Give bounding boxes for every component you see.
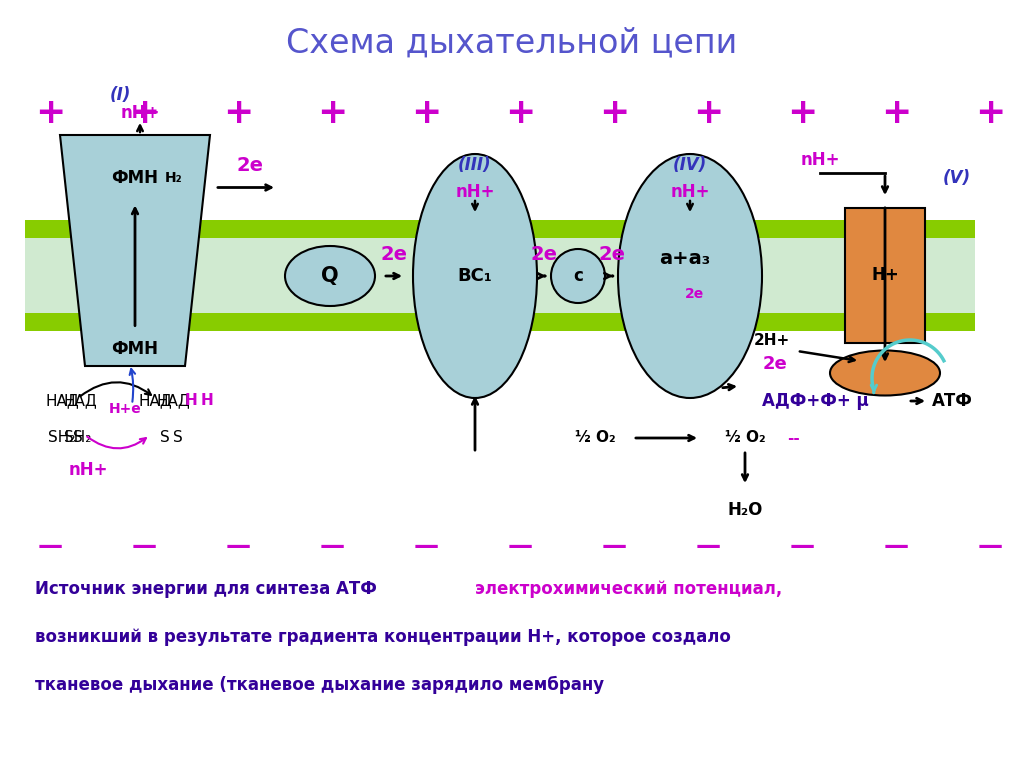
Text: Q: Q	[322, 266, 339, 286]
Text: SН₂: SН₂	[48, 431, 76, 445]
Polygon shape	[60, 135, 210, 366]
Text: +: +	[975, 96, 1006, 130]
Ellipse shape	[285, 246, 375, 306]
Text: —: —	[695, 534, 721, 558]
Text: —: —	[601, 534, 627, 558]
Text: +: +	[316, 96, 347, 130]
Text: (III): (III)	[458, 156, 492, 174]
Text: —: —	[978, 534, 1002, 558]
Text: nH+: nH+	[120, 104, 160, 122]
Text: Н+: Н+	[871, 266, 899, 284]
Text: ½ О₂: ½ О₂	[574, 431, 615, 445]
Text: S: S	[173, 431, 183, 445]
Text: nH+: nH+	[69, 461, 108, 479]
Text: с: с	[573, 267, 583, 285]
Text: —: —	[414, 534, 438, 558]
Text: а+а₃: а+а₃	[659, 249, 711, 267]
Text: +: +	[693, 96, 723, 130]
Text: Источник энергии для синтеза АТФ: Источник энергии для синтеза АТФ	[35, 580, 383, 598]
Text: ФМН: ФМН	[112, 339, 159, 357]
Text: +: +	[129, 96, 159, 130]
Text: Н₂: Н₂	[165, 170, 182, 184]
Text: 2е: 2е	[685, 287, 705, 301]
Text: —: —	[790, 534, 814, 558]
Text: Н: Н	[185, 393, 198, 409]
Text: (V): (V)	[943, 169, 971, 187]
Text: Схема дыхательной цепи: Схема дыхательной цепи	[287, 27, 737, 59]
Text: (I): (I)	[110, 86, 131, 104]
Text: 2е: 2е	[598, 244, 625, 263]
Text: +: +	[223, 96, 253, 130]
Text: S: S	[160, 431, 170, 445]
Text: возникший в результате градиента концентрации Н+, которое создало: возникший в результате градиента концент…	[35, 628, 731, 646]
Text: АДФ+Ф+ μ: АДФ+Ф+ μ	[762, 392, 868, 410]
Text: SН₂: SН₂	[65, 431, 92, 445]
Text: НАД: НАД	[138, 393, 172, 409]
Text: электрохимический потенциал,: электрохимический потенциал,	[475, 580, 782, 598]
Text: nH+: nH+	[800, 151, 840, 169]
Text: Н: Н	[201, 393, 214, 409]
Text: НАД: НАД	[45, 393, 79, 409]
FancyBboxPatch shape	[845, 208, 925, 343]
Text: 2Н+: 2Н+	[754, 333, 791, 349]
Text: +: +	[786, 96, 817, 130]
Text: Н+е: Н+е	[109, 402, 141, 416]
Text: —: —	[131, 534, 157, 558]
FancyBboxPatch shape	[25, 238, 975, 313]
Text: —: —	[38, 534, 62, 558]
Text: тканевое дыхание (тканевое дыхание зарядило мембрану: тканевое дыхание (тканевое дыхание заряд…	[35, 676, 604, 694]
Text: АТФ: АТФ	[932, 392, 973, 410]
Ellipse shape	[618, 154, 762, 398]
Circle shape	[551, 249, 605, 303]
Text: —: —	[884, 534, 908, 558]
Text: —: —	[225, 534, 251, 558]
Text: ½ О₂: ½ О₂	[725, 431, 765, 445]
Text: НАД: НАД	[156, 393, 189, 409]
Text: +: +	[881, 96, 911, 130]
Text: Н₂О: Н₂О	[727, 501, 763, 519]
Ellipse shape	[830, 350, 940, 396]
FancyBboxPatch shape	[25, 220, 975, 238]
Text: +: +	[505, 96, 536, 130]
Text: —: —	[508, 534, 532, 558]
Text: 2е: 2е	[381, 244, 408, 263]
Text: (IV): (IV)	[673, 156, 708, 174]
Text: nH+: nH+	[456, 183, 495, 201]
Text: 2е: 2е	[530, 244, 557, 263]
Text: S: S	[73, 431, 83, 445]
Text: 2е: 2е	[763, 355, 787, 373]
Text: +: +	[35, 96, 66, 130]
Ellipse shape	[413, 154, 537, 398]
Text: --: --	[787, 431, 800, 445]
Text: ФМН: ФМН	[112, 168, 159, 187]
Text: +: +	[411, 96, 441, 130]
Text: ВС₁: ВС₁	[458, 267, 493, 285]
Text: НАД: НАД	[63, 393, 97, 409]
Text: nH+: nH+	[671, 183, 710, 201]
Text: —: —	[319, 534, 344, 558]
Text: +: +	[599, 96, 629, 130]
Text: 2е: 2е	[237, 156, 263, 175]
FancyBboxPatch shape	[25, 313, 975, 331]
